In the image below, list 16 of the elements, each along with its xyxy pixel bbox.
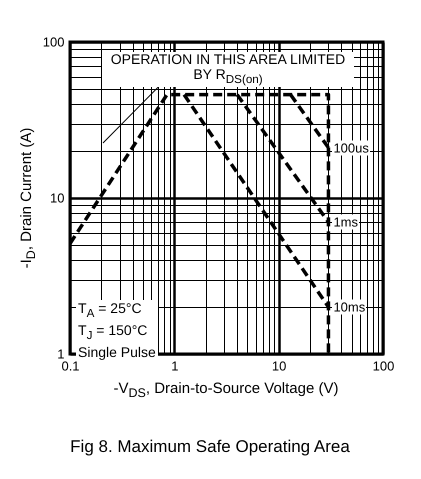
annotation: OPERATION IN THIS AREA LIMITED BY R$_{DS(on)}$ xyxy=(102,51,354,87)
annotation: T$_{J}$ = 150°C xyxy=(78,322,148,344)
text: Fig 8. Maximum Safe Operating Area xyxy=(70,437,350,457)
x-tick-label: 10 xyxy=(272,358,286,374)
series-label: 100us xyxy=(332,140,370,156)
y-tick-label: 100 xyxy=(42,34,64,50)
series-label: 10ms xyxy=(332,300,366,315)
y-tick-label: 1 xyxy=(57,346,64,362)
x-tick-label: 0.1 xyxy=(61,358,80,374)
y-tick-label: 10 xyxy=(50,190,64,206)
annotation: T$_{A}$ = 25°C xyxy=(78,300,143,322)
x-axis-title: -V$_{DS}$, Drain-to-Source Voltage (V) xyxy=(114,380,338,400)
x-tick-label: 1 xyxy=(171,358,178,374)
annotation: Single Pulse xyxy=(78,344,156,361)
x-tick-label: 100 xyxy=(372,358,394,374)
series-label: 1ms xyxy=(332,214,359,230)
